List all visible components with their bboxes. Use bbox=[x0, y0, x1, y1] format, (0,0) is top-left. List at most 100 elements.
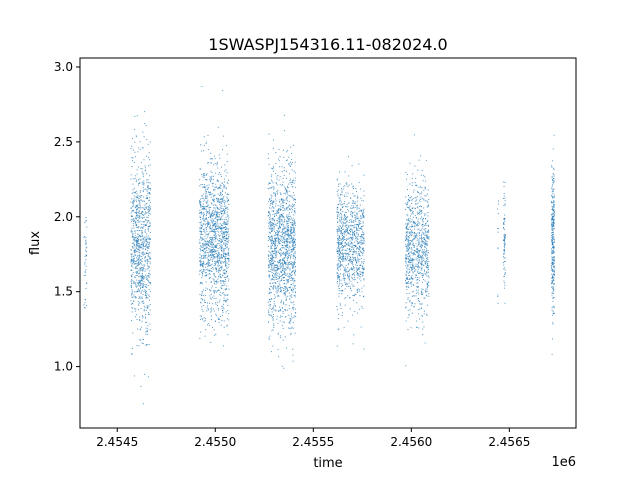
data-point bbox=[285, 279, 287, 281]
data-point bbox=[409, 278, 411, 280]
data-point bbox=[286, 216, 288, 218]
data-point bbox=[209, 270, 211, 272]
data-point bbox=[208, 223, 210, 225]
data-point bbox=[142, 131, 144, 133]
data-point bbox=[202, 264, 204, 266]
data-point bbox=[136, 173, 138, 175]
data-point bbox=[294, 273, 296, 275]
data-point bbox=[213, 310, 215, 312]
data-point bbox=[227, 293, 229, 295]
data-point bbox=[344, 229, 346, 231]
data-point bbox=[348, 225, 350, 227]
data-point bbox=[277, 285, 279, 287]
data-point bbox=[290, 229, 292, 231]
data-point bbox=[215, 235, 217, 237]
data-point bbox=[412, 272, 414, 274]
data-point bbox=[215, 252, 217, 254]
data-point bbox=[145, 284, 147, 286]
data-point bbox=[132, 199, 134, 201]
data-point bbox=[272, 269, 274, 271]
data-point bbox=[149, 175, 151, 177]
data-point bbox=[141, 253, 143, 255]
data-point bbox=[219, 254, 221, 256]
data-point bbox=[223, 320, 225, 322]
data-point bbox=[338, 197, 340, 199]
data-point bbox=[226, 181, 228, 183]
data-point bbox=[210, 250, 212, 252]
data-point bbox=[147, 212, 149, 214]
data-point bbox=[337, 255, 339, 257]
data-point bbox=[220, 217, 222, 219]
data-point bbox=[204, 248, 206, 250]
data-point bbox=[408, 251, 410, 253]
data-point bbox=[217, 201, 219, 203]
data-point bbox=[342, 247, 344, 249]
data-point bbox=[361, 268, 363, 270]
data-point bbox=[142, 293, 144, 295]
data-point bbox=[137, 248, 139, 250]
data-point bbox=[220, 248, 222, 250]
data-point bbox=[135, 261, 137, 263]
data-point bbox=[339, 265, 341, 267]
data-point bbox=[134, 151, 136, 153]
data-point bbox=[339, 212, 341, 214]
data-point bbox=[345, 234, 347, 236]
data-point bbox=[350, 261, 352, 263]
data-point bbox=[208, 270, 210, 272]
data-point bbox=[146, 247, 148, 249]
data-point bbox=[131, 293, 133, 295]
data-point bbox=[412, 198, 414, 200]
data-point bbox=[290, 315, 292, 317]
data-point bbox=[147, 259, 149, 261]
data-point bbox=[356, 302, 358, 304]
data-point bbox=[428, 224, 430, 226]
data-point bbox=[214, 228, 216, 230]
data-point bbox=[219, 257, 221, 259]
data-point bbox=[213, 224, 215, 226]
data-point bbox=[139, 246, 141, 248]
data-point bbox=[203, 263, 205, 265]
data-point bbox=[279, 291, 281, 293]
data-point bbox=[281, 275, 283, 277]
data-point bbox=[143, 264, 145, 266]
data-point bbox=[140, 238, 142, 240]
data-point bbox=[338, 244, 340, 246]
data-point bbox=[211, 285, 213, 287]
data-point bbox=[363, 295, 365, 297]
data-point bbox=[353, 299, 355, 301]
data-point bbox=[280, 254, 282, 256]
data-point bbox=[228, 288, 230, 290]
data-point bbox=[291, 275, 293, 277]
data-point bbox=[202, 254, 204, 256]
data-point bbox=[213, 274, 215, 276]
data-point bbox=[289, 228, 291, 230]
data-point bbox=[358, 251, 360, 253]
data-point bbox=[421, 227, 423, 229]
data-point bbox=[414, 235, 416, 237]
data-point bbox=[139, 255, 141, 257]
data-point bbox=[147, 226, 149, 228]
data-point bbox=[339, 232, 341, 234]
data-point bbox=[201, 205, 203, 207]
data-point bbox=[348, 210, 350, 212]
data-point bbox=[348, 226, 350, 228]
data-point bbox=[86, 246, 88, 248]
data-point bbox=[421, 239, 423, 241]
data-point bbox=[292, 282, 294, 284]
data-point bbox=[278, 241, 280, 243]
data-point bbox=[361, 226, 363, 228]
data-point bbox=[344, 201, 346, 203]
data-point bbox=[216, 315, 218, 317]
data-point bbox=[134, 291, 136, 293]
data-point bbox=[293, 170, 295, 172]
data-point bbox=[217, 253, 219, 255]
data-point bbox=[206, 324, 208, 326]
data-point bbox=[411, 252, 413, 254]
data-point bbox=[144, 252, 146, 254]
data-point bbox=[131, 260, 133, 262]
data-point bbox=[284, 288, 286, 290]
data-point bbox=[359, 288, 361, 290]
data-point bbox=[409, 242, 411, 244]
data-point bbox=[213, 292, 215, 294]
data-point bbox=[213, 265, 215, 267]
